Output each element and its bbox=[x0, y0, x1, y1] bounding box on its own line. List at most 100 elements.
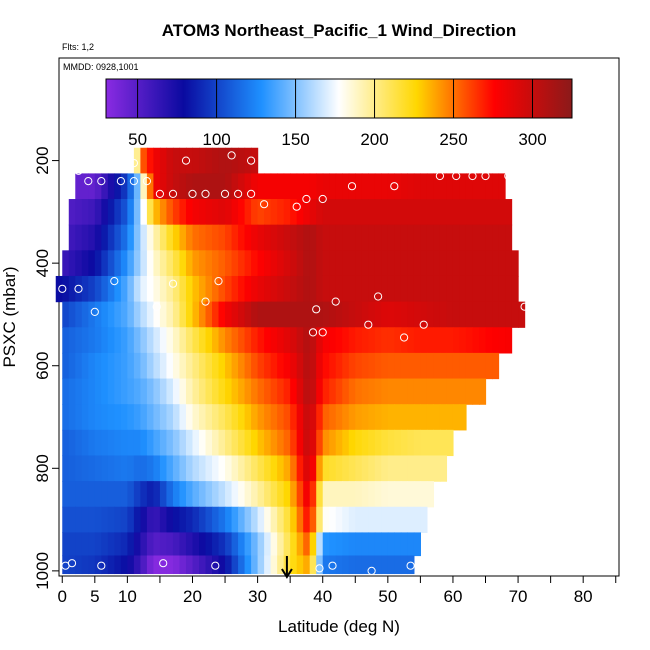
heatmap-cell bbox=[322, 224, 330, 251]
heatmap-cell bbox=[140, 555, 148, 575]
heatmap-cell bbox=[465, 378, 474, 405]
heatmap-cell bbox=[140, 173, 148, 200]
heatmap-cell bbox=[81, 429, 89, 457]
heatmap-cell bbox=[459, 199, 467, 226]
y-axis: 200 400 600 800 1000 bbox=[33, 146, 59, 590]
heatmap-cell bbox=[146, 250, 155, 277]
heatmap-cell bbox=[342, 327, 350, 354]
heatmap-cell bbox=[68, 455, 76, 482]
heatmap-cell bbox=[225, 455, 233, 482]
heatmap-cell bbox=[133, 327, 141, 354]
heatmap-cell bbox=[107, 378, 115, 405]
heatmap-cell bbox=[413, 250, 421, 277]
heatmap-cell bbox=[407, 455, 415, 482]
heatmap-cell bbox=[192, 173, 200, 200]
heatmap-cell bbox=[185, 429, 194, 457]
heatmap-cell bbox=[146, 301, 155, 328]
heatmap-cell bbox=[114, 429, 122, 457]
heatmap-cell bbox=[199, 352, 207, 380]
heatmap-cell bbox=[368, 250, 376, 277]
heatmap-cell bbox=[101, 429, 109, 457]
heatmap-cell bbox=[407, 378, 415, 405]
heatmap-cell bbox=[342, 532, 350, 557]
heatmap-cell bbox=[218, 327, 226, 354]
heatmap-cell bbox=[329, 455, 337, 482]
colorbar-tick-label: 50 bbox=[128, 130, 147, 149]
heatmap-cell bbox=[185, 555, 194, 575]
heatmap-cell bbox=[322, 481, 330, 508]
heatmap-cell bbox=[342, 199, 350, 226]
heatmap-cell bbox=[218, 555, 226, 575]
heatmap-cell bbox=[309, 532, 317, 557]
heatmap-cell bbox=[120, 378, 128, 405]
heatmap-cell bbox=[400, 506, 408, 533]
heatmap-cell bbox=[225, 275, 233, 303]
heatmap-cell bbox=[420, 173, 428, 200]
heatmap-cell bbox=[329, 404, 337, 431]
heatmap-cell bbox=[199, 327, 207, 354]
heatmap-cell bbox=[459, 327, 467, 354]
observation-marker bbox=[84, 177, 93, 186]
heatmap-cell bbox=[251, 327, 259, 354]
heatmap-cell bbox=[361, 352, 369, 380]
observation-marker bbox=[155, 189, 164, 198]
heatmap-cell bbox=[322, 455, 330, 482]
heatmap-cell bbox=[355, 327, 363, 354]
heatmap-cell bbox=[68, 199, 76, 226]
heatmap-cell bbox=[205, 275, 213, 303]
heatmap-cell bbox=[309, 429, 317, 457]
observation-marker bbox=[116, 177, 126, 186]
heatmap-cell bbox=[101, 173, 109, 200]
heatmap-cell bbox=[153, 275, 161, 303]
heatmap-cell bbox=[199, 147, 207, 174]
heatmap-cell bbox=[75, 378, 83, 405]
heatmap-cell bbox=[355, 250, 363, 277]
heatmap-cell bbox=[264, 404, 272, 431]
heatmap-cell bbox=[329, 555, 337, 575]
heatmap-cell bbox=[329, 481, 337, 508]
heatmap-cell bbox=[238, 352, 246, 380]
heatmap-cell bbox=[107, 327, 115, 354]
heatmap-cell bbox=[251, 378, 259, 405]
heatmap-cell bbox=[212, 555, 220, 575]
heatmap-cell bbox=[159, 455, 168, 482]
heatmap-cell bbox=[199, 532, 207, 557]
observation-marker bbox=[367, 566, 376, 576]
heatmap-cell bbox=[342, 555, 350, 575]
heatmap-cell bbox=[465, 250, 474, 277]
heatmap-cell bbox=[296, 173, 304, 200]
heatmap-cell bbox=[374, 352, 382, 380]
heatmap-cell bbox=[166, 147, 174, 174]
observation-marker bbox=[315, 564, 324, 573]
heatmap-cell bbox=[62, 250, 70, 277]
heatmap-cell bbox=[185, 481, 194, 508]
heatmap-cell bbox=[114, 224, 122, 251]
heatmap-cell bbox=[81, 378, 89, 405]
y-tick-label: 800 bbox=[33, 454, 52, 482]
x-axis: 0 5 10 20 30 40 50 60 70 80 bbox=[58, 576, 617, 606]
heatmap-cell bbox=[179, 455, 187, 482]
heatmap-cell bbox=[159, 301, 168, 328]
heatmap-cell bbox=[479, 199, 487, 226]
heatmap-cell bbox=[94, 224, 102, 251]
heatmap-cell bbox=[257, 429, 265, 457]
heatmap-cell bbox=[374, 199, 382, 226]
heatmap-cell bbox=[75, 327, 83, 354]
heatmap-cell bbox=[75, 555, 83, 575]
heatmap-cell bbox=[75, 429, 83, 457]
heatmap-cell bbox=[107, 455, 115, 482]
heatmap-cell bbox=[459, 352, 467, 380]
heatmap-cell bbox=[251, 455, 259, 482]
heatmap-cell bbox=[387, 327, 395, 354]
heatmap-cell bbox=[309, 224, 317, 251]
heatmap-cell bbox=[322, 506, 330, 533]
heatmap-cell bbox=[251, 352, 259, 380]
heatmap-cell bbox=[179, 199, 187, 226]
heatmap-cell bbox=[472, 224, 480, 251]
heatmap-cell bbox=[94, 404, 102, 431]
heatmap-cell bbox=[264, 199, 272, 226]
heatmap-cell bbox=[426, 275, 435, 303]
heatmap-cell bbox=[185, 532, 194, 557]
observation-marker bbox=[364, 320, 373, 329]
heatmap-cell bbox=[225, 378, 233, 405]
